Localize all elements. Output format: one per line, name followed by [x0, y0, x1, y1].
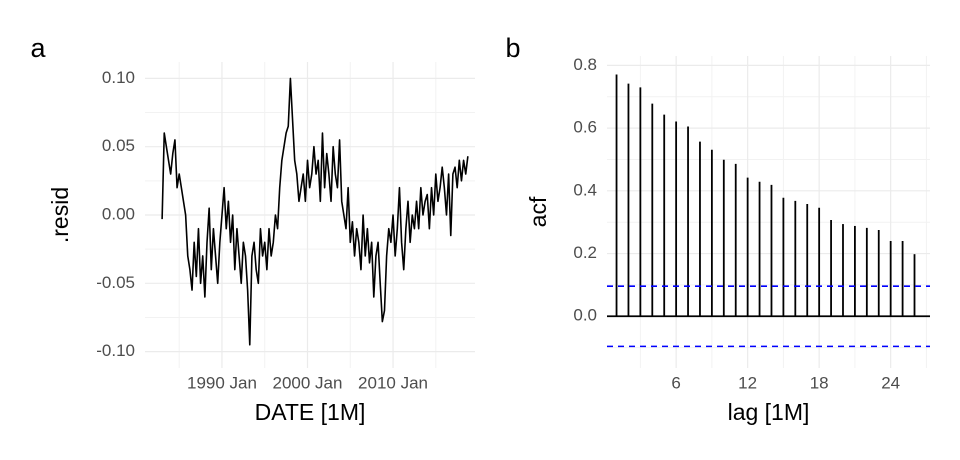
y-axis-title: acf	[525, 196, 551, 227]
x-tick-label: 6	[671, 373, 680, 392]
x-axis-title: lag [1M]	[728, 399, 810, 425]
x-tick-label: 24	[881, 373, 900, 392]
y-tick-label: 0.8	[573, 55, 597, 74]
y-tick-label: 0.00	[102, 204, 135, 223]
y-tick-label: 0.6	[573, 118, 597, 137]
x-tick-label: 2000 Jan	[273, 373, 343, 392]
y-tick-label: 0.4	[573, 180, 597, 199]
y-tick-label: -0.10	[96, 341, 135, 360]
y-tick-label: -0.05	[96, 273, 135, 292]
y-tick-label: 0.0	[573, 306, 597, 325]
x-tick-label: 18	[810, 373, 829, 392]
y-tick-label: 0.05	[102, 136, 135, 155]
y-tick-label: 0.2	[573, 243, 597, 262]
residual-line	[161, 77, 469, 346]
y-tick-label: 0.10	[102, 68, 135, 87]
x-tick-label: 12	[738, 373, 757, 392]
x-axis-title: DATE [1M]	[255, 399, 366, 425]
y-axis-title: .resid	[47, 187, 73, 243]
panel-tag: b	[505, 33, 520, 63]
x-tick-label: 1990 Jan	[187, 373, 257, 392]
panel-tag: a	[30, 33, 46, 63]
x-tick-label: 2010 Jan	[358, 373, 428, 392]
